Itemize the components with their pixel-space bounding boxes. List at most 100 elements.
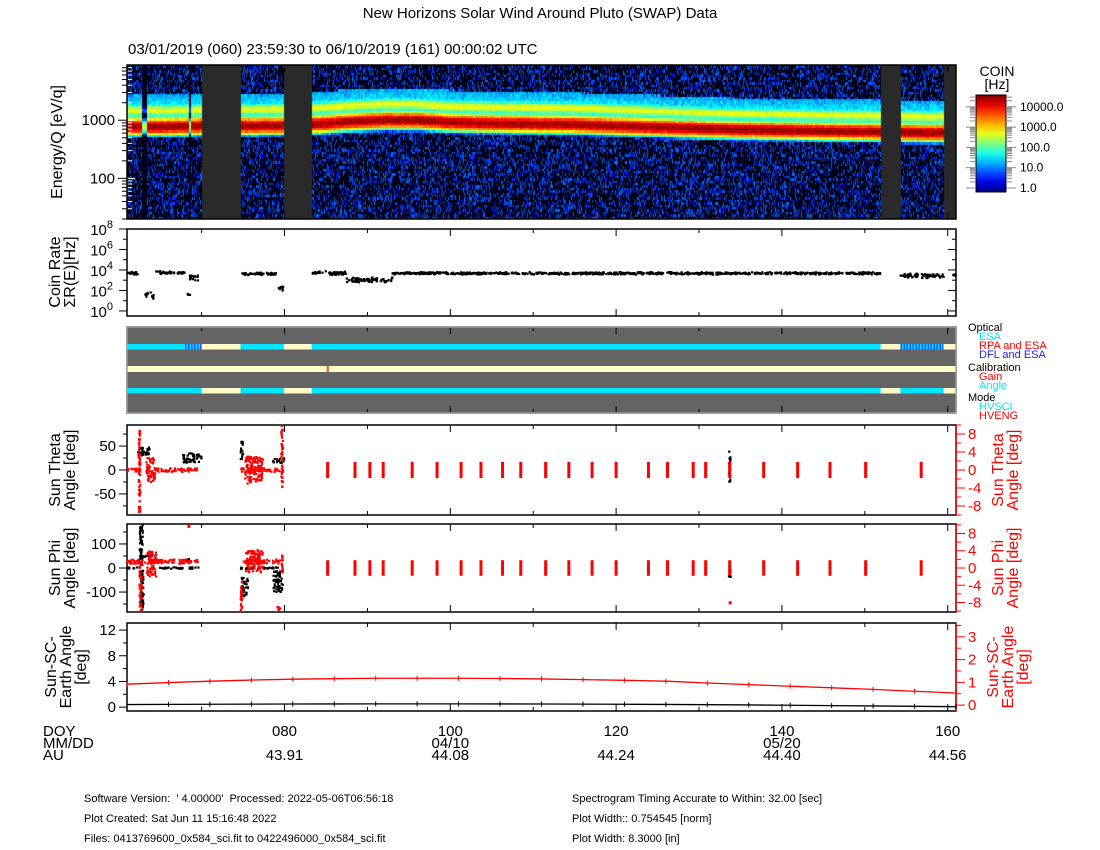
sun-phi-red-point (281, 567, 284, 571)
coin-rate-point (758, 272, 761, 275)
x-tick-label-mmdd: 05/20 (763, 735, 801, 752)
y-tick-label: 106 (90, 239, 113, 259)
sun-theta-red-point (247, 458, 250, 461)
coin-rate-point (680, 271, 683, 274)
sun-theta-red-point (160, 470, 163, 473)
coin-rate-point (465, 273, 469, 276)
sun-phi-black-point (141, 605, 144, 609)
coin-rate-point (317, 271, 320, 274)
coin-rate-point (269, 273, 273, 276)
sun-theta-red-point (156, 467, 159, 470)
coin-rate-point (756, 272, 759, 275)
coin-rate-point (925, 274, 928, 277)
coin-rate-point (431, 271, 434, 274)
sun-phi-red-point (154, 575, 158, 578)
coin-rate-point (632, 272, 635, 276)
sun-theta-red-point (187, 470, 190, 473)
sun-phi-red-point (240, 607, 243, 610)
sun-phi-black-point (167, 566, 170, 569)
sun-phi-red-point (279, 607, 282, 610)
sun-theta-red-point (253, 473, 256, 476)
coin-rate-point (246, 273, 250, 276)
sun-phi-black-point (272, 567, 275, 570)
sun-phi-red-point (165, 560, 168, 563)
sun-theta-red-point (163, 470, 166, 473)
sun-phi-red-point (127, 560, 131, 563)
coin-rate-point (331, 272, 334, 275)
y-tick-label: 100 (91, 536, 116, 553)
coin-rate-point (412, 271, 415, 274)
coin-rate-point (330, 273, 334, 277)
coin-rate-point (706, 272, 709, 275)
sun-theta-red-bar (435, 461, 439, 479)
sun-theta-red-point (251, 464, 254, 468)
coin-rate-point (718, 271, 721, 274)
sun-theta-red-point (139, 470, 142, 473)
coin-rate-point (503, 273, 506, 276)
sun-phi-black-point (275, 590, 278, 594)
x-tick-label-au: 44.08 (432, 747, 470, 764)
coin-rate-point (798, 272, 801, 275)
coin-rate-point (387, 279, 390, 282)
status-segment (201, 388, 241, 394)
sun-phi-black-point (139, 538, 142, 541)
sun-phi-red-point (158, 558, 161, 562)
coin-rate-point (775, 271, 779, 274)
sun-theta-red-point (167, 470, 170, 473)
coin-rate-point (460, 271, 463, 274)
sun-phi-red-point (188, 524, 191, 528)
coin-rate-point (910, 276, 914, 279)
coin-rate-point (187, 293, 190, 296)
coin-rate-point (253, 272, 256, 275)
sun-phi-black-point (165, 566, 168, 569)
sun-theta-red-point (280, 443, 283, 446)
coin-rate-point (489, 272, 492, 275)
coin-rate-point (357, 280, 360, 283)
sun-phi-red-point (196, 560, 199, 564)
sun-theta-red-point (173, 467, 177, 470)
sun-theta-red-point (251, 462, 254, 465)
coin-rate-point (457, 272, 460, 275)
colorbar-unit: [Hz] (985, 76, 1010, 92)
status-segment (240, 388, 284, 394)
sun-phi-red-point (131, 562, 134, 565)
sun-phi-red-point (139, 576, 142, 580)
coin-rate-point (478, 273, 481, 276)
sun-phi-red-point (276, 606, 279, 609)
tick-base: 10 (90, 222, 107, 239)
sun-phi-red-point (135, 559, 139, 562)
coin-rate-point (684, 271, 687, 275)
sun-phi-red-point (240, 589, 244, 592)
sun-phi-black-point (138, 542, 142, 545)
sun-phi-red-point (133, 562, 136, 565)
coin-rate-point (661, 272, 665, 275)
sun-phi-red-point (240, 599, 243, 602)
coin-rate-point (194, 279, 197, 282)
sun-phi-red-point (132, 559, 135, 562)
sun-phi-red-point (149, 568, 152, 571)
sun-phi-black-point (141, 555, 144, 559)
coin-rate-point (335, 271, 338, 274)
sun-theta-red-point (281, 468, 284, 472)
sun-theta-red-point (260, 472, 263, 475)
coin-rate-point (711, 272, 714, 275)
sun-theta-red-point (246, 475, 249, 479)
sun-phi-red-point (240, 585, 243, 589)
sun-phi-black-point (140, 552, 143, 555)
sun-phi-black-point (268, 566, 271, 569)
coin-rate-point (609, 272, 612, 275)
sun-phi-red-point (146, 566, 149, 569)
sun-theta-black-point (147, 452, 151, 456)
sun-phi-black-point (275, 588, 278, 591)
sun-phi-black-point (141, 595, 144, 598)
coin-rate-point (188, 293, 192, 296)
coin-rate-point (391, 277, 394, 280)
coin-rate-point (538, 271, 542, 274)
sun-phi-red-bar (666, 560, 670, 576)
sun-theta-red-point (186, 469, 189, 472)
sun-theta-black-point (277, 459, 281, 462)
sun-phi-red-point (140, 576, 143, 579)
coin-rate-point (385, 280, 388, 283)
sun-phi-black-point (152, 566, 155, 569)
sun-theta-red-point (268, 469, 271, 473)
